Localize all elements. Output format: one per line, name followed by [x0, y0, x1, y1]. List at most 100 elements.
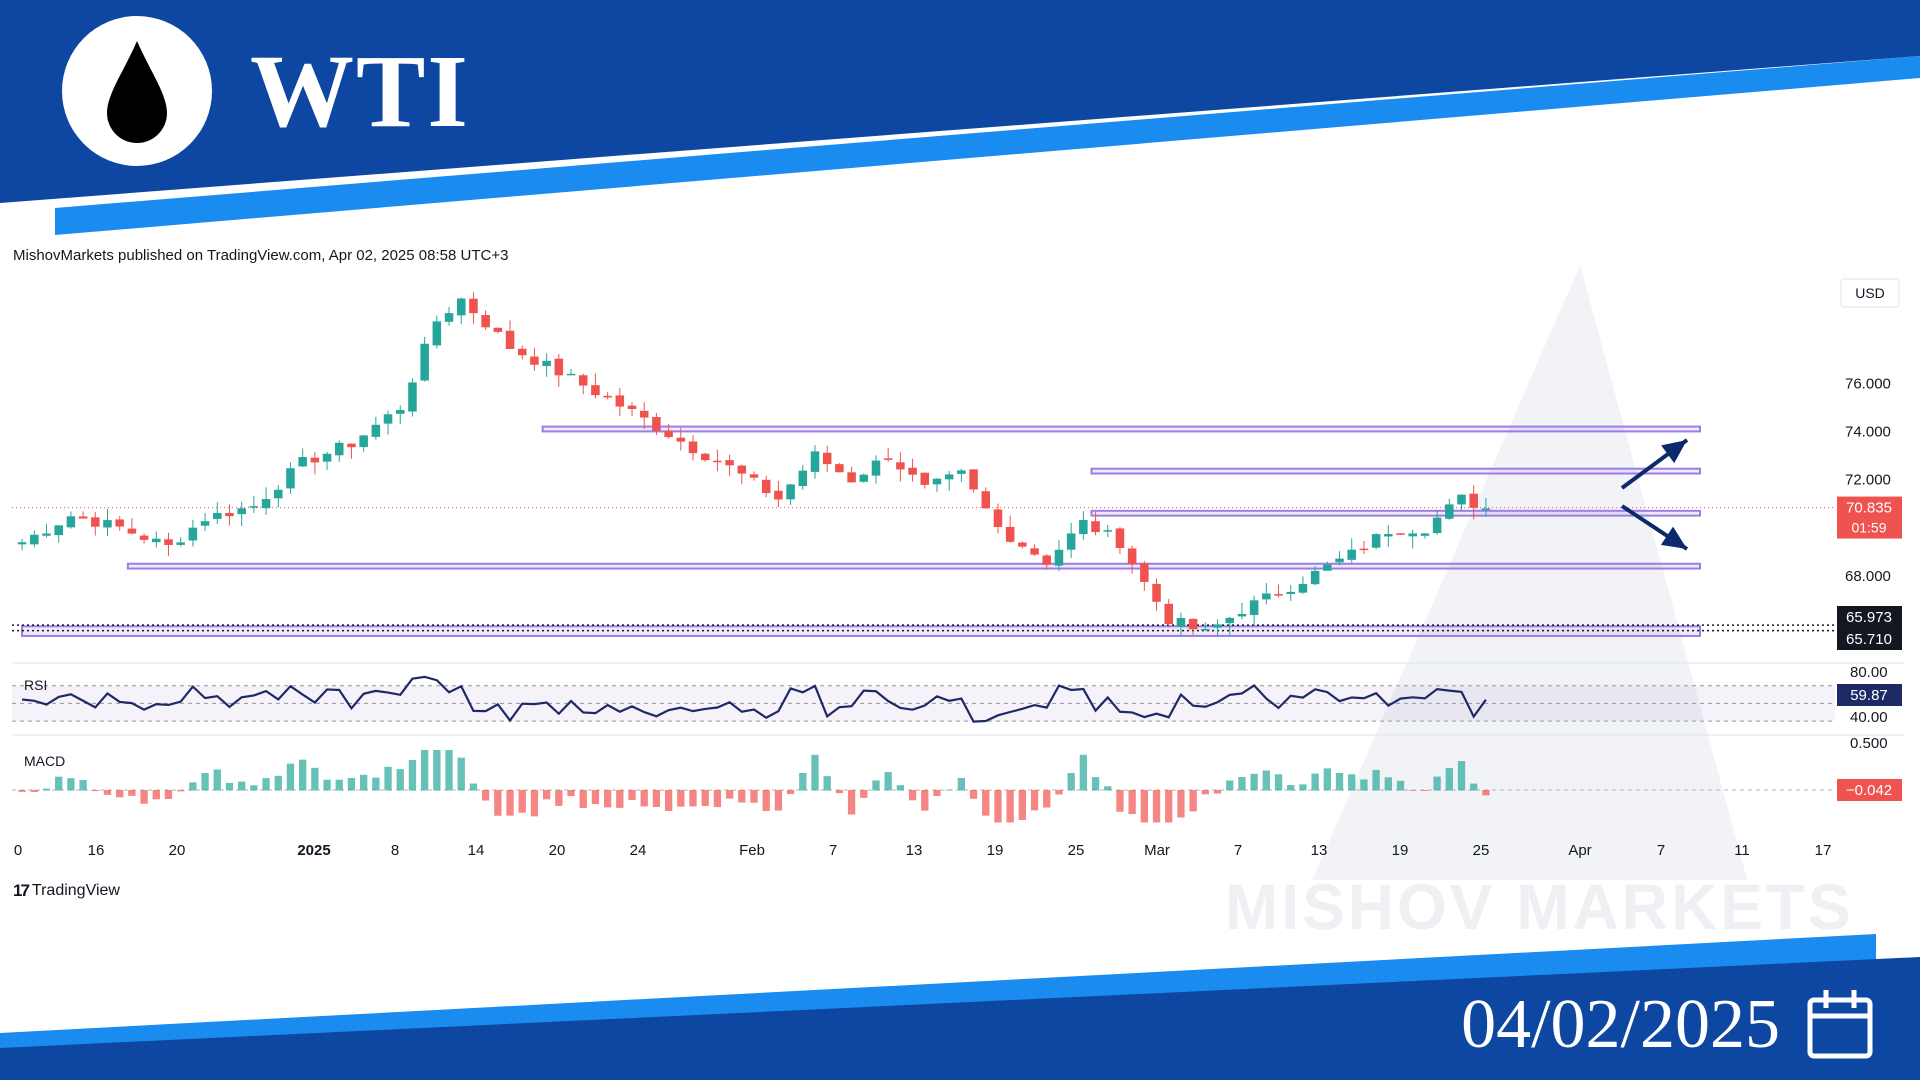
candle[interactable]	[1384, 534, 1393, 537]
candle[interactable]	[1457, 494, 1466, 505]
candle[interactable]	[1005, 526, 1015, 542]
candle[interactable]	[127, 528, 137, 534]
candle[interactable]	[883, 458, 893, 460]
candle[interactable]	[1298, 583, 1308, 593]
candle[interactable]	[103, 520, 112, 528]
candle[interactable]	[456, 298, 466, 316]
candle[interactable]	[1066, 533, 1076, 550]
candle[interactable]	[1396, 533, 1405, 535]
candle[interactable]	[1091, 521, 1100, 533]
candle[interactable]	[420, 343, 429, 381]
candle[interactable]	[1445, 504, 1454, 519]
candle[interactable]	[859, 474, 869, 482]
candle[interactable]	[725, 460, 734, 466]
candle[interactable]	[322, 453, 332, 462]
price-chart[interactable]: 76.00074.00072.00068.00066.500USD70.8350…	[0, 0, 1920, 880]
candle[interactable]	[1115, 528, 1125, 549]
candle[interactable]	[225, 512, 234, 517]
candle[interactable]	[615, 395, 625, 407]
candle[interactable]	[1323, 564, 1332, 571]
candle[interactable]	[1420, 533, 1430, 536]
candle[interactable]	[1054, 549, 1064, 566]
candle[interactable]	[1481, 508, 1491, 510]
candle[interactable]	[652, 417, 661, 431]
candle[interactable]	[273, 489, 283, 499]
candle[interactable]	[1359, 548, 1369, 551]
candle[interactable]	[847, 472, 856, 483]
candle[interactable]	[700, 453, 710, 461]
support-resistance-zone[interactable]	[541, 425, 1702, 433]
candle[interactable]	[591, 385, 600, 396]
candle[interactable]	[1469, 493, 1478, 508]
candle[interactable]	[530, 356, 539, 365]
candle[interactable]	[1225, 617, 1235, 624]
candle[interactable]	[786, 484, 795, 500]
candle[interactable]	[944, 474, 954, 480]
candle[interactable]	[1152, 583, 1161, 602]
candle[interactable]	[676, 437, 686, 442]
candle[interactable]	[542, 360, 551, 367]
candle[interactable]	[517, 348, 527, 356]
candle[interactable]	[481, 315, 490, 328]
candle[interactable]	[347, 443, 356, 448]
candle[interactable]	[176, 542, 185, 545]
candle[interactable]	[383, 414, 393, 424]
candle[interactable]	[993, 509, 1003, 527]
candle[interactable]	[115, 519, 124, 527]
candle[interactable]	[1335, 558, 1344, 563]
candle[interactable]	[1164, 603, 1174, 625]
candle[interactable]	[261, 499, 271, 509]
candle[interactable]	[1249, 600, 1259, 615]
candle[interactable]	[957, 470, 966, 474]
candle[interactable]	[774, 490, 783, 500]
candle[interactable]	[1408, 533, 1417, 537]
candle[interactable]	[969, 469, 978, 490]
candle[interactable]	[78, 516, 88, 519]
candle[interactable]	[237, 508, 246, 515]
candle[interactable]	[1176, 618, 1186, 627]
candle[interactable]	[310, 457, 320, 463]
candle[interactable]	[395, 409, 405, 414]
candle[interactable]	[822, 452, 832, 465]
candle[interactable]	[1079, 519, 1088, 535]
candle[interactable]	[469, 298, 478, 314]
candle[interactable]	[664, 430, 673, 438]
candle[interactable]	[359, 435, 368, 448]
candle[interactable]	[66, 516, 76, 528]
candle[interactable]	[1286, 591, 1295, 595]
candle[interactable]	[578, 375, 588, 386]
currency-box[interactable]	[1840, 278, 1900, 308]
candle[interactable]	[1018, 542, 1027, 547]
candle[interactable]	[371, 424, 381, 437]
candle[interactable]	[908, 467, 917, 475]
candle[interactable]	[249, 506, 259, 508]
candle[interactable]	[749, 474, 759, 478]
candle[interactable]	[91, 517, 100, 527]
candle[interactable]	[1347, 549, 1356, 560]
candle[interactable]	[408, 382, 417, 412]
candle[interactable]	[871, 460, 881, 476]
candle[interactable]	[1103, 530, 1113, 532]
candle[interactable]	[42, 533, 51, 536]
candle[interactable]	[30, 534, 39, 545]
candle[interactable]	[1274, 594, 1283, 596]
candle[interactable]	[1213, 624, 1222, 628]
candle[interactable]	[1201, 629, 1210, 631]
candle[interactable]	[493, 327, 503, 332]
candle[interactable]	[639, 410, 649, 418]
candle[interactable]	[798, 470, 808, 487]
support-resistance-zone[interactable]	[1090, 467, 1701, 475]
candle[interactable]	[627, 405, 637, 410]
candle[interactable]	[554, 358, 564, 376]
candle[interactable]	[1262, 593, 1271, 600]
candle[interactable]	[1237, 613, 1247, 617]
candle[interactable]	[17, 542, 27, 545]
support-resistance-zone[interactable]	[126, 562, 1702, 570]
candle[interactable]	[139, 535, 149, 540]
candle[interactable]	[1127, 548, 1137, 565]
candle[interactable]	[1188, 618, 1198, 630]
candle[interactable]	[152, 538, 161, 543]
candle[interactable]	[713, 460, 722, 463]
candle[interactable]	[688, 441, 698, 454]
candle[interactable]	[737, 465, 747, 474]
